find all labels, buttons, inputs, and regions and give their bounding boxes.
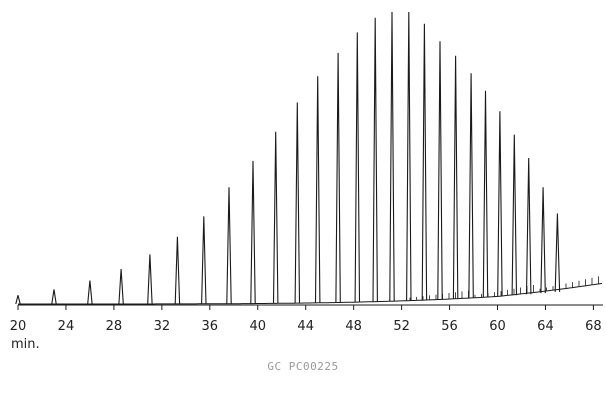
peak-12 bbox=[335, 52, 341, 303]
peak-18 bbox=[437, 41, 443, 300]
peak-14 bbox=[372, 17, 378, 302]
peak-16 bbox=[406, 11, 412, 301]
x-tick-label: 44 bbox=[297, 319, 314, 334]
peak-23 bbox=[511, 134, 518, 296]
peak-17 bbox=[421, 23, 428, 301]
x-tick-label: 28 bbox=[106, 319, 123, 334]
x-tick-label: 68 bbox=[585, 319, 602, 334]
peak-10 bbox=[294, 102, 301, 304]
x-tick-label: 20 bbox=[10, 319, 27, 334]
peak-6 bbox=[201, 216, 207, 304]
peak-4 bbox=[147, 254, 153, 305]
peak-25 bbox=[540, 187, 546, 294]
x-axis-unit-label: min. bbox=[11, 337, 40, 352]
x-tick-label: 52 bbox=[393, 319, 410, 334]
chart-caption: GC PC00225 bbox=[267, 360, 339, 373]
x-tick-label: 32 bbox=[154, 319, 171, 334]
peak-15 bbox=[389, 11, 395, 302]
peak-1 bbox=[51, 289, 57, 305]
peak-2 bbox=[87, 280, 93, 305]
peak-21 bbox=[482, 90, 489, 298]
peak-11 bbox=[314, 76, 321, 303]
baseline-trace bbox=[18, 282, 603, 305]
peak-8 bbox=[250, 160, 256, 304]
peak-5 bbox=[174, 236, 181, 304]
peak-24 bbox=[525, 157, 532, 295]
peak-22 bbox=[497, 111, 503, 297]
peak-20 bbox=[468, 73, 474, 299]
peak-13 bbox=[354, 32, 361, 303]
x-tick-label: 40 bbox=[249, 319, 266, 334]
peak-19 bbox=[452, 55, 459, 299]
peak-26 bbox=[554, 213, 561, 292]
peak-0 bbox=[15, 295, 21, 305]
peak-7 bbox=[226, 187, 232, 304]
x-tick-label: 60 bbox=[489, 319, 506, 334]
peak-3 bbox=[118, 268, 124, 305]
x-tick-label: 36 bbox=[202, 319, 219, 334]
x-tick-label: 56 bbox=[441, 319, 458, 334]
peak-9 bbox=[272, 131, 279, 304]
x-tick-label: 24 bbox=[58, 319, 75, 334]
x-tick-label: 64 bbox=[537, 319, 554, 334]
x-tick-label: 48 bbox=[345, 319, 362, 334]
